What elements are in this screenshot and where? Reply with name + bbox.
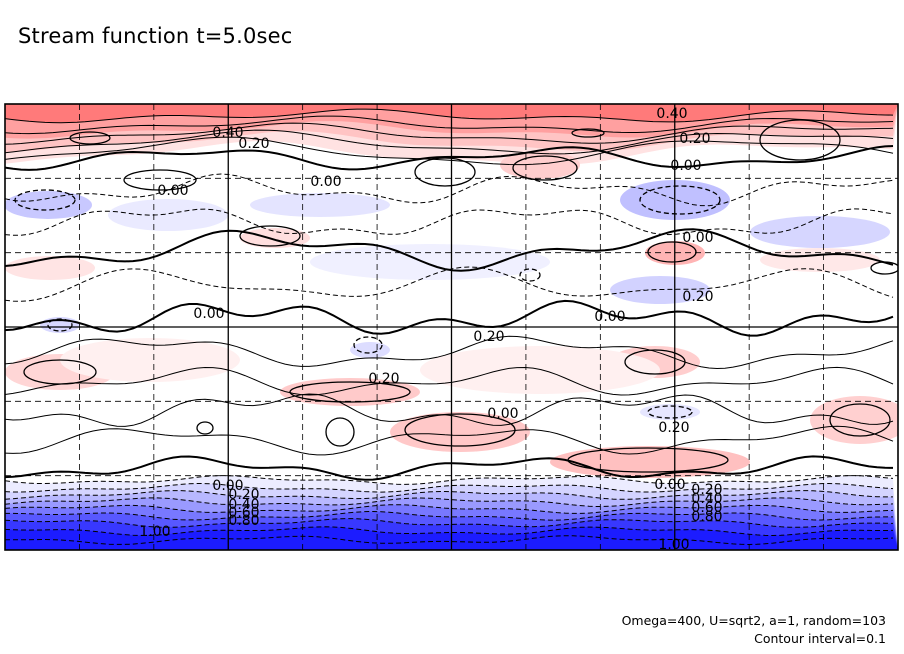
contour-label: 0.40: [228, 497, 259, 513]
negative-contour: [5, 208, 894, 236]
contour-label: 0.40: [212, 125, 243, 141]
positive-contour: [5, 425, 894, 456]
contour-label: 0.20: [238, 136, 269, 152]
contour-label: 0.00: [670, 158, 701, 174]
color-blob: [5, 191, 92, 219]
contour-label: 0.80: [228, 513, 259, 529]
contour-labels: 0.400.200.400.200.000.000.000.000.200.00…: [139, 106, 722, 553]
positive-contour-ring: [759, 119, 841, 161]
contour-label: 0.00: [654, 477, 685, 493]
positive-contour-ring: [325, 417, 355, 447]
negative-contour: [5, 475, 894, 485]
positive-contour-ring: [123, 169, 197, 191]
negative-contour-ring: [647, 405, 693, 419]
contour-label: 0.80: [691, 509, 722, 525]
positive-contour-ring: [647, 241, 697, 263]
positive-contour-ring: [23, 359, 97, 385]
contour-label: 0.00: [193, 306, 224, 322]
negative-contour: [5, 490, 893, 500]
plot-frame: [4, 103, 899, 551]
contour-label: 0.00: [212, 478, 243, 494]
contour-label: 0.60: [691, 500, 722, 516]
contour-label: 0.20: [679, 131, 710, 147]
contour-lines: [5, 108, 898, 546]
color-blob: [5, 256, 95, 280]
color-blob: [280, 378, 420, 406]
positive-contour-ring: [512, 155, 578, 181]
parameters-note: Omega=400, U=sqrt2, a=1, random=103: [621, 613, 886, 628]
negative-contour-ring: [353, 336, 383, 354]
positive-contour-ring: [829, 403, 891, 437]
contour-label: 0.40: [691, 491, 722, 507]
contour-label: 0.20: [658, 420, 689, 436]
negative-contour: [5, 504, 894, 514]
color-blob: [250, 193, 390, 217]
negative-contour: [5, 497, 894, 508]
chart-title: Stream function t=5.0sec: [18, 24, 293, 48]
contour-label: 0.20: [682, 289, 713, 305]
positive-contour: [5, 393, 894, 427]
positive-contour-ring: [289, 381, 411, 403]
color-blob: [750, 216, 890, 248]
positive-contour: [5, 122, 894, 145]
negative-contour: [5, 518, 894, 528]
positive-contour: [5, 455, 894, 481]
color-blob: [60, 338, 240, 382]
negative-contour-ring: [519, 268, 541, 282]
contour-label: 0.20: [228, 487, 259, 503]
contour-label: 0.20: [691, 482, 722, 498]
positive-contour-ring: [870, 261, 898, 275]
positive-contour: [5, 108, 894, 124]
positive-contour: [5, 145, 894, 171]
positive-contour: [5, 299, 894, 337]
contour-label: 0.20: [368, 371, 399, 387]
negative-contour-ring: [47, 318, 73, 332]
contour-label: 0.00: [682, 230, 713, 246]
color-blob: [310, 244, 550, 280]
contour-label: 0.00: [594, 309, 625, 325]
color-blob: [350, 342, 390, 358]
contour-interval-note: Contour interval=0.1: [754, 631, 886, 646]
negative-contour-ring: [639, 185, 721, 215]
positive-contour: [5, 129, 894, 155]
color-blob: [760, 248, 880, 272]
negative-contour: [5, 535, 894, 546]
positive-contour-ring: [239, 225, 301, 247]
contour-label: 1.00: [139, 524, 170, 540]
contour-label: 1.00: [658, 537, 689, 553]
positive-contour-ring: [567, 447, 729, 473]
positive-contour-ring: [624, 349, 686, 375]
color-blob: [810, 396, 898, 444]
contour-label: 0.00: [157, 183, 188, 199]
dashed-grid: [5, 104, 898, 550]
contour-label: 0.00: [310, 174, 341, 190]
positive-contour-ring: [69, 131, 111, 145]
positive-contour: [5, 366, 894, 396]
positive-contour: [5, 335, 894, 370]
contour-label: 0.40: [656, 106, 687, 122]
positive-contour-ring: [196, 421, 214, 435]
contour-label: 0.00: [487, 406, 518, 422]
positive-contour-ring: [414, 157, 476, 187]
negative-contour: [5, 266, 894, 302]
contour-label: 0.20: [473, 329, 504, 345]
negative-contour: [5, 526, 894, 537]
color-blob: [108, 199, 228, 231]
color-blob: [640, 404, 700, 420]
contour-label: 0.60: [228, 505, 259, 521]
negative-contour-ring: [14, 189, 76, 211]
positive-contour-ring: [404, 413, 516, 447]
positive-contour-ring: [571, 128, 605, 138]
negative-contour: [5, 510, 893, 521]
positive-contour: [5, 136, 894, 166]
negative-contour: [5, 482, 894, 493]
color-blob: [420, 346, 660, 394]
positive-contour: [5, 115, 894, 135]
